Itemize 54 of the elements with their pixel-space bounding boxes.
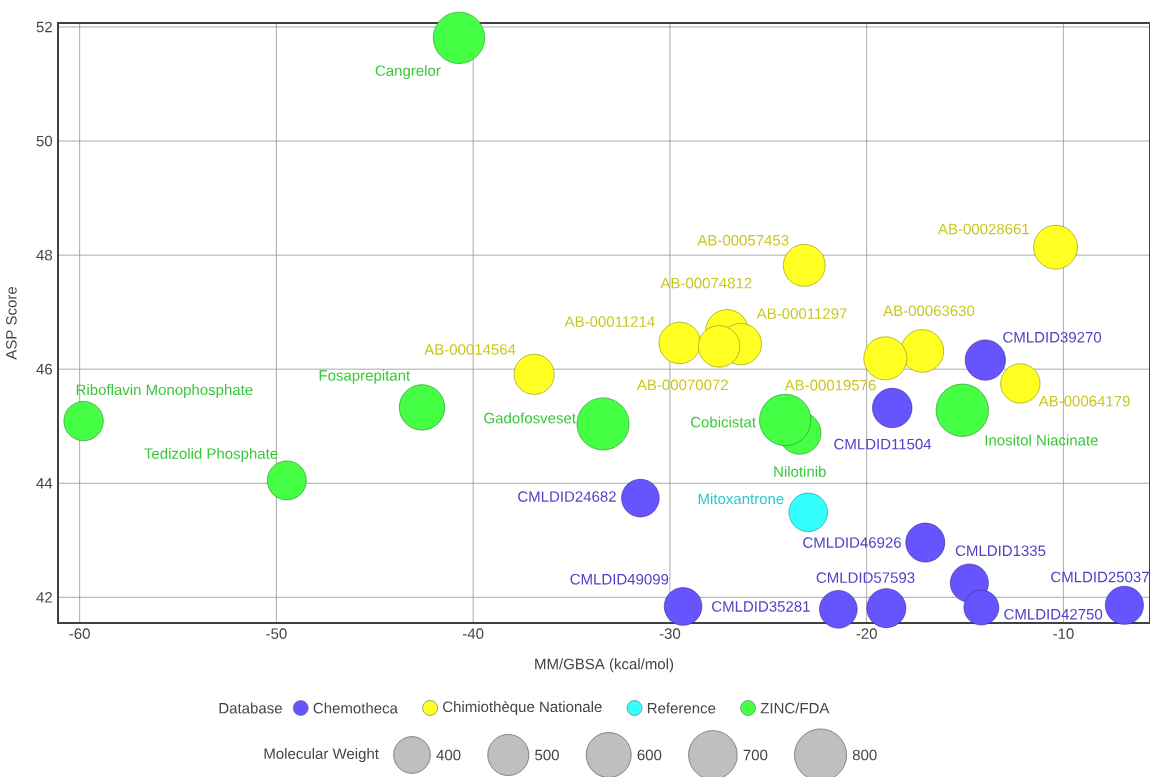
annotation: Mitoxantrone [698,493,784,505]
legend-label: 500 [535,749,559,761]
annotation: CMLDID46926 [803,537,901,548]
annotation: CMLDID57593 [816,572,915,583]
legend-label: Chemotheca [313,702,398,714]
annotation: AB-00011214 [564,316,655,327]
legend-label: 800 [852,749,877,761]
legend-label: 400 [436,749,461,761]
annotation: AB-00019576 [784,379,876,391]
annotation: CMLDID39270 [1003,331,1102,343]
annotation: AB-00074812 [660,277,752,289]
legend-label: ZINC/FDA [760,702,830,714]
annotation: Inositol Niacinate [985,434,1098,446]
annotation: Riboflavin Monophosphate [76,384,253,399]
y-tick-label: 52 [36,21,52,33]
x-tick-label: -30 [659,628,681,639]
y-tick-label: 42 [36,592,52,603]
annotation: Fosaprepitant [319,369,411,384]
y-axis-title: ASP Score [6,286,17,360]
annotation: AB-00064179 [1038,395,1130,407]
legend-label: 600 [637,749,662,761]
x-tick-label: -50 [266,628,287,639]
annotation: CMLDID49099 [570,573,669,585]
annotation: Cangrelor [375,65,441,79]
legend-title: Database [219,702,282,714]
annotation: CMLDID11504 [834,438,932,450]
x-tick-label: -10 [1053,628,1074,639]
annotation: Cobicistat [690,416,756,428]
x-axis-title: MM/GBSA (kcal/mol) [535,658,674,673]
annotation: AB-00011297 [756,308,847,319]
annotation: AB-00028661 [938,223,1029,235]
annotation: CMLDID24682 [518,491,616,502]
text: Molecular Weight [264,747,379,762]
y-tick-label: 44 [36,478,53,489]
annotation: Tedizolid Phosphate [144,447,278,462]
annotation: CMLDID35281 [712,601,810,612]
annotation: CMLDID1335 [955,545,1046,557]
legend-label: Chimiothèque Nationale [443,700,602,716]
y-tick-label: 50 [36,135,53,147]
annotation: CMLDID25037 [1051,571,1149,583]
x-tick-label: -20 [856,628,877,639]
y-tick-label: 48 [36,249,53,261]
annotation: AB-00014564 [424,344,516,355]
y-tick-label: 46 [36,363,53,375]
annotation: Nilotinib [774,465,826,477]
annotation: AB-00057453 [697,234,789,246]
x-tick-label: -60 [69,628,90,639]
x-tick-label: -40 [463,628,484,639]
legend-label: Reference [647,702,716,714]
annotation: CMLDID42750 [1004,608,1103,620]
annotation: AB-00063630 [883,305,975,317]
annotation: AB-00070072 [636,379,728,391]
legend-label: 700 [743,749,768,761]
annotation: Gadofosveset [484,412,576,424]
